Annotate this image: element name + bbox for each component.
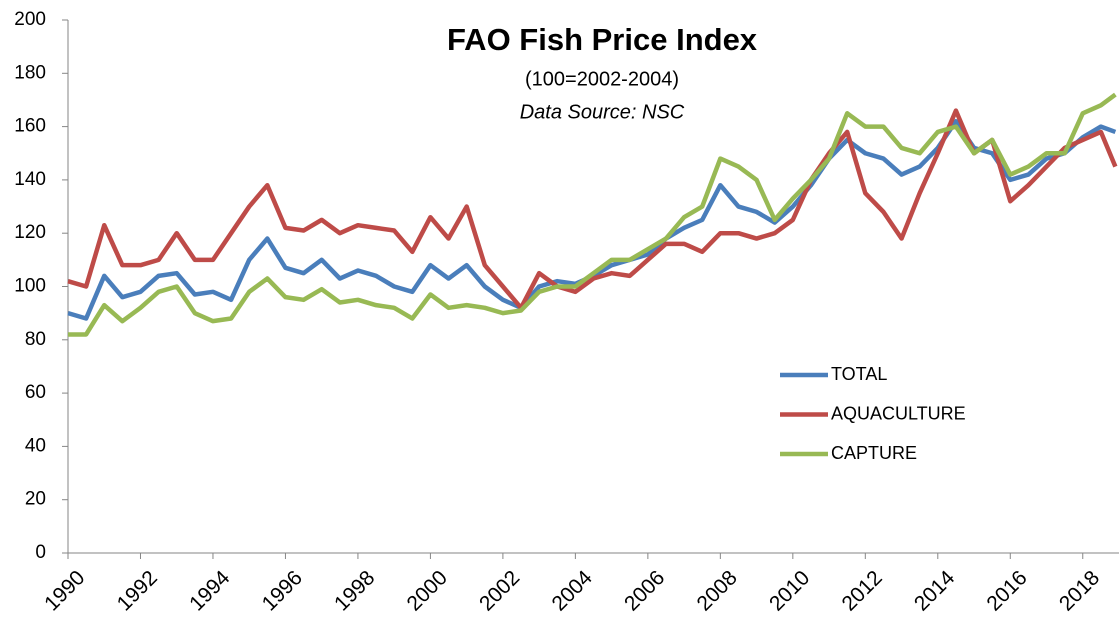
y-tick-label: 40	[25, 435, 46, 456]
x-tick-label: 2018	[1055, 566, 1104, 615]
series-line	[68, 92, 1117, 337]
y-tick-label: 60	[25, 382, 46, 403]
x-tick-label: 1998	[330, 566, 379, 615]
x-tick-label: 1990	[40, 566, 89, 615]
series-line	[67, 108, 1118, 311]
y-tick-label: 180	[14, 62, 46, 83]
y-tick-label: 120	[14, 222, 46, 243]
legend-label: AQUACULTURE	[831, 403, 966, 423]
x-tick-label: 2008	[693, 566, 742, 615]
series-line	[67, 119, 1117, 321]
y-tick-label: 80	[25, 329, 46, 350]
x-tick-label: 2002	[475, 566, 524, 615]
y-tick-label: 0	[35, 542, 46, 563]
x-tick-label: 2004	[548, 566, 598, 616]
x-tick-label: 1994	[185, 566, 235, 616]
y-tick-label: 200	[14, 9, 46, 30]
y-tick-label: 20	[25, 489, 46, 510]
y-tick-label: 160	[14, 116, 46, 137]
x-tick-label: 2014	[910, 566, 960, 616]
x-tick-label: 2006	[620, 566, 669, 615]
legend-label: TOTAL	[831, 364, 887, 384]
x-tick-label: 1992	[113, 566, 162, 615]
y-tick-label: 140	[14, 169, 46, 190]
chart-title: FAO Fish Price Index	[447, 22, 758, 57]
legend-label: CAPTURE	[831, 443, 917, 463]
x-tick-label: 2010	[765, 566, 814, 615]
x-tick-label: 2012	[837, 566, 886, 615]
x-tick-label: 2000	[403, 566, 452, 615]
chart-source: Data Source: NSC	[520, 101, 685, 123]
x-tick-label: 1996	[258, 566, 307, 615]
x-tick-label: 2016	[982, 566, 1031, 615]
chart-subtitle: (100=2002-2004)	[525, 68, 679, 90]
y-tick-label: 100	[14, 276, 46, 297]
